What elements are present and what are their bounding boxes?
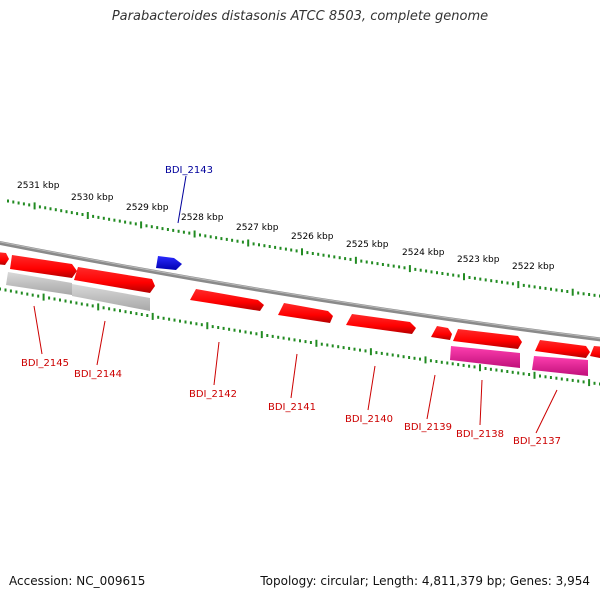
gene-arrow-BDI-2137[interactable] <box>532 356 588 376</box>
scale-label: 2531 kbp <box>17 181 60 191</box>
gene-labels: BDI_2143 BDI_2145 BDI_2144 BDI_2142 BDI_… <box>21 165 561 447</box>
gene-arrow-BDI-2140[interactable] <box>346 314 416 334</box>
gene-arrow-BDI-2139[interactable] <box>431 326 452 340</box>
genome-summary-text: Topology: circular; Length: 4,811,379 bp… <box>260 574 590 588</box>
leader-line <box>213 341 220 386</box>
scale-label: 2526 kbp <box>291 232 334 242</box>
lower-track-genes <box>6 272 600 376</box>
leader-line <box>367 365 376 411</box>
gene-arrow[interactable] <box>10 255 77 278</box>
gene-label[interactable]: BDI_2144 <box>74 369 122 380</box>
upper-scale-ticks <box>7 199 600 298</box>
scale-label: 2527 kbp <box>236 223 279 233</box>
leader-line <box>535 389 558 434</box>
scale-label: 2523 kbp <box>457 255 500 265</box>
gene-label[interactable]: BDI_2139 <box>404 422 452 433</box>
gene-label[interactable]: BDI_2140 <box>345 414 393 425</box>
gene-leader-lines <box>33 175 558 434</box>
scale-label: 2522 kbp <box>512 262 555 272</box>
gene-arrow[interactable] <box>74 267 155 293</box>
leader-line <box>96 320 106 366</box>
gene-arrow-BDI-2142[interactable] <box>190 289 264 311</box>
gene-arrow[interactable] <box>590 346 600 359</box>
gene-label[interactable]: BDI_2143 <box>165 165 213 176</box>
gene-arrow-BDI-2141[interactable] <box>278 303 333 323</box>
gene-label[interactable]: BDI_2138 <box>456 429 504 440</box>
gene-label[interactable]: BDI_2145 <box>21 358 69 369</box>
leader-line <box>177 175 187 224</box>
leader-line <box>426 374 436 420</box>
accession-text: Accession: NC_009615 <box>9 574 146 588</box>
scale-label: 2524 kbp <box>402 248 445 258</box>
gene-arrow[interactable] <box>0 252 9 265</box>
leader-line <box>479 379 483 426</box>
leader-line <box>33 305 43 355</box>
gene-label[interactable]: BDI_2141 <box>268 402 316 413</box>
gene-arrow[interactable] <box>453 329 522 349</box>
scale-label: 2530 kbp <box>71 193 114 203</box>
gene-arrow-BDI-2138[interactable] <box>450 346 520 368</box>
scale-label: 2525 kbp <box>346 240 389 250</box>
leader-line <box>290 353 298 399</box>
scale-labels: 2531 kbp 2530 kbp 2529 kbp 2528 kbp 2527… <box>17 181 555 272</box>
scale-label: 2528 kbp <box>181 213 224 223</box>
map-title: Parabacteroides distasonis ATCC 8503, co… <box>111 9 489 24</box>
genome-backbone <box>0 240 600 342</box>
gene-label[interactable]: BDI_2137 <box>513 436 561 447</box>
gene-label[interactable]: BDI_2142 <box>189 389 237 400</box>
gene-arrow-BDI-2143[interactable] <box>156 256 182 270</box>
scale-label: 2529 kbp <box>126 203 169 213</box>
gene-arrow-BDI-2145[interactable] <box>6 272 72 295</box>
lower-scale-ticks <box>0 287 600 387</box>
upper-track-genes <box>0 252 182 293</box>
gene-arrow-BDI-2144[interactable] <box>72 284 150 311</box>
gene-arrow[interactable] <box>535 340 590 358</box>
genome-backbone-highlight <box>0 241 600 339</box>
